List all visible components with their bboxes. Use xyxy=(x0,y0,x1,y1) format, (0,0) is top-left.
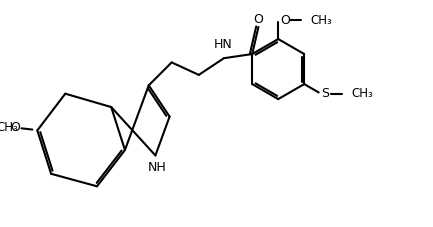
Text: S: S xyxy=(321,87,330,100)
Text: CH₃: CH₃ xyxy=(351,87,373,100)
Text: HN: HN xyxy=(213,38,233,51)
Text: CH₃: CH₃ xyxy=(311,14,333,27)
Text: O: O xyxy=(254,13,263,26)
Text: CH₃: CH₃ xyxy=(0,121,18,133)
Text: O: O xyxy=(280,14,290,27)
Text: NH: NH xyxy=(148,161,167,174)
Text: O: O xyxy=(11,121,21,133)
